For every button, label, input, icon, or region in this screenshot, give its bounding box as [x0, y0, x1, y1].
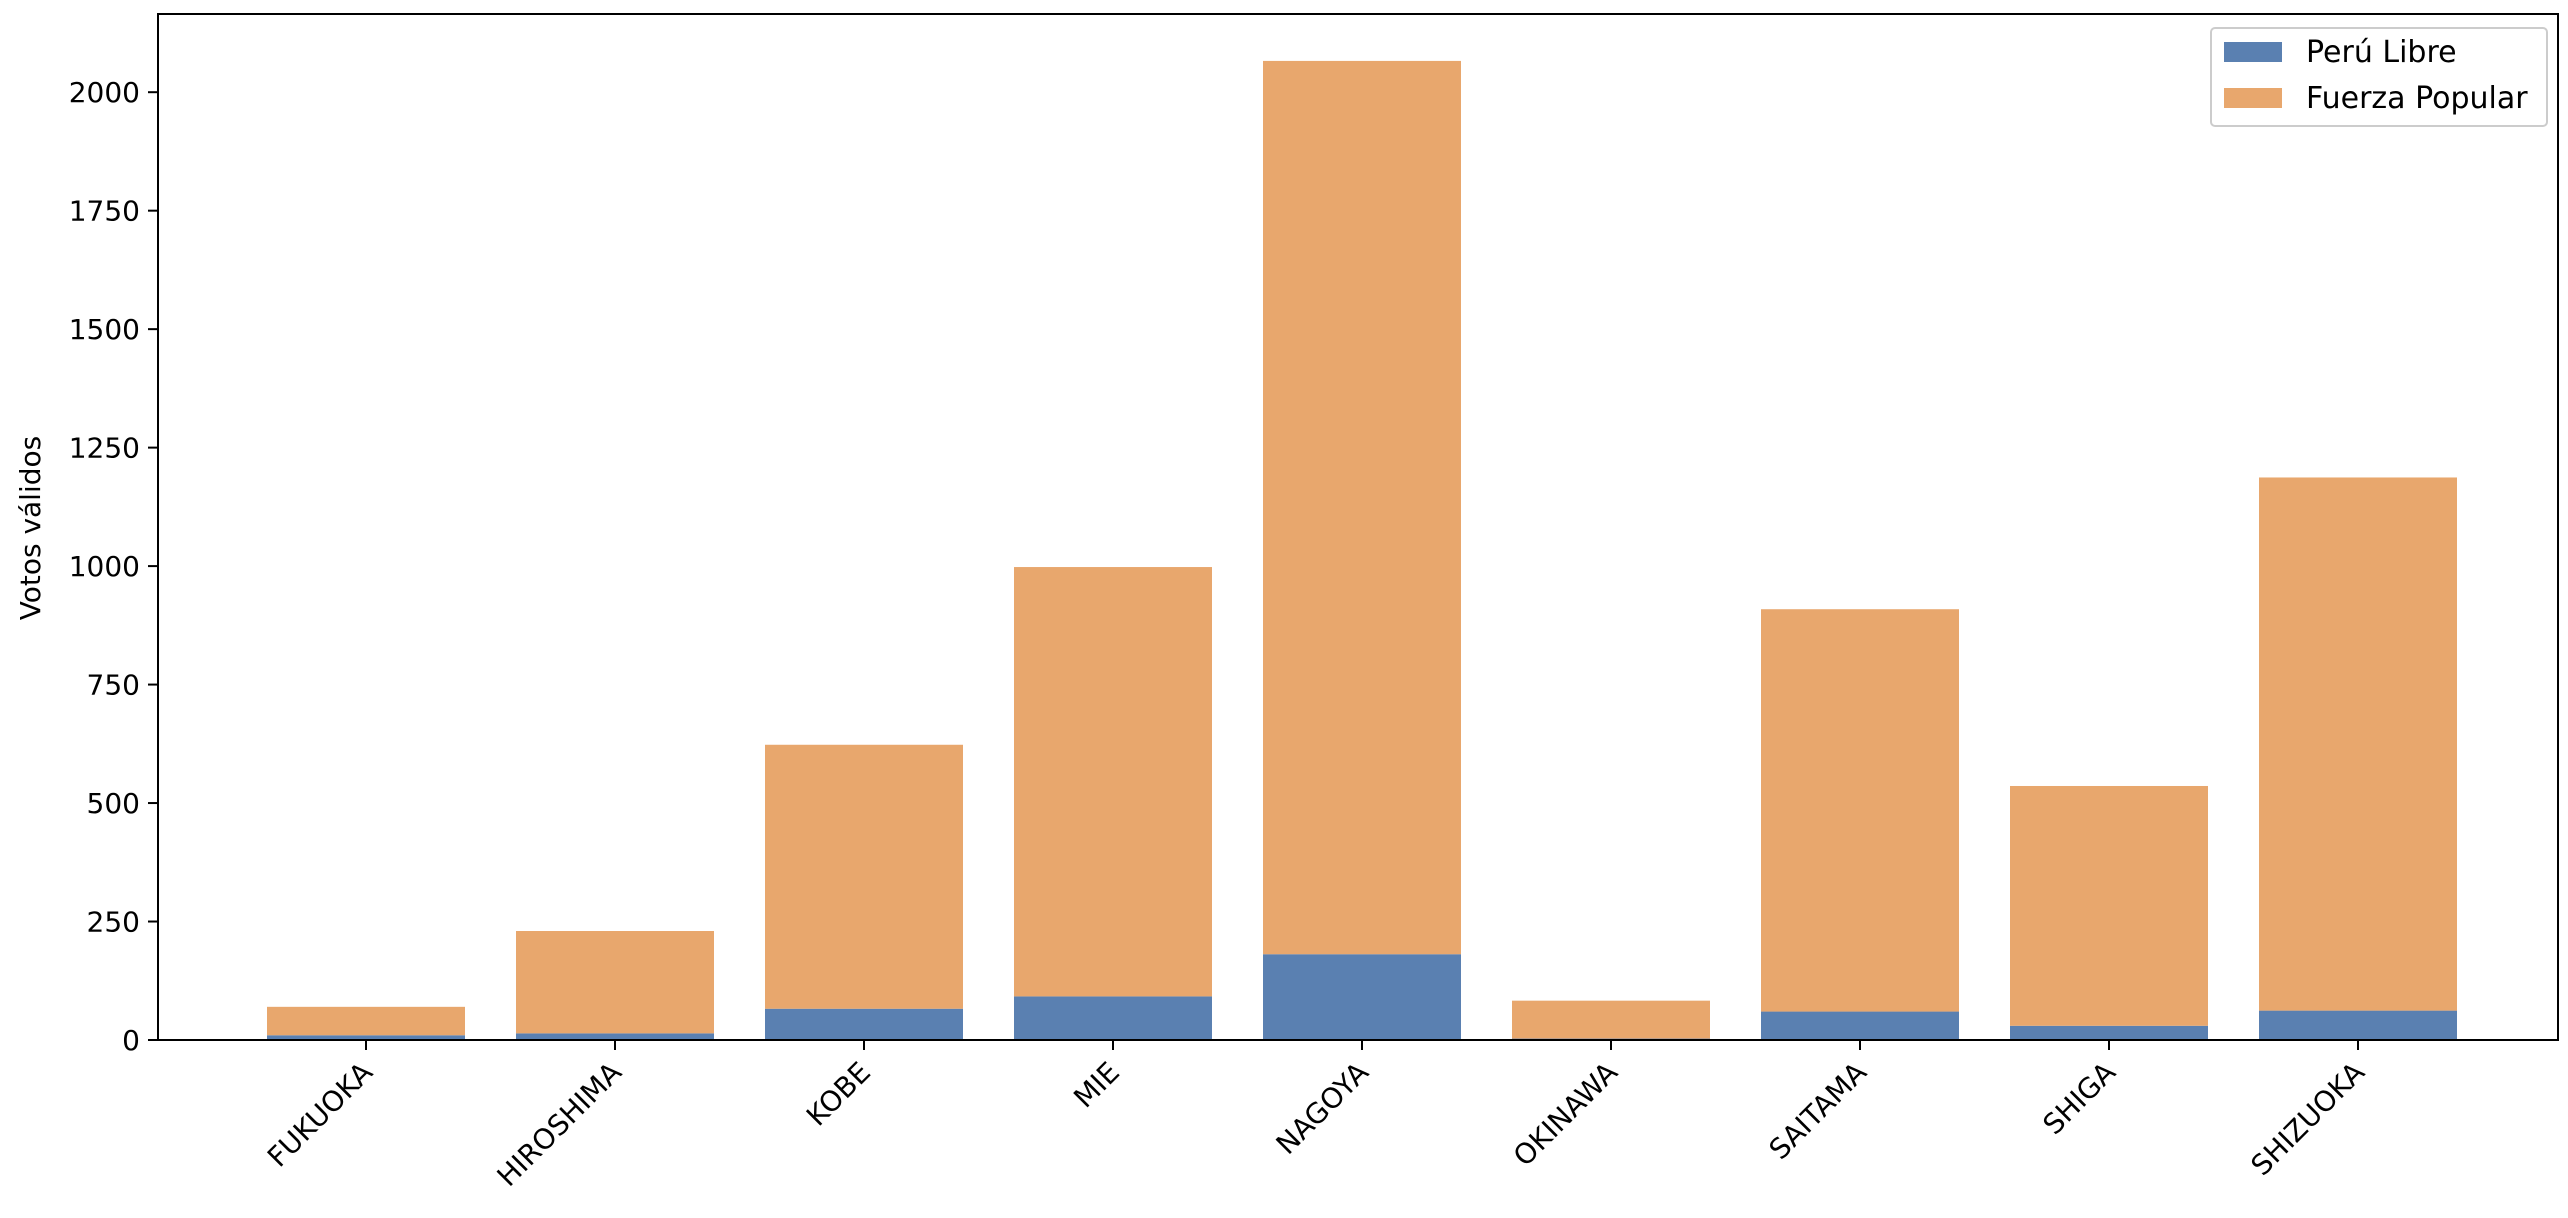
bar-series2-nagoya — [1263, 60, 1461, 955]
legend-swatch-2 — [2224, 88, 2282, 108]
bars-layer — [267, 60, 2457, 1040]
y-tick-label: 2000 — [69, 76, 140, 109]
x-tick-label-fukuoka: FUKUOKA — [261, 1056, 379, 1174]
y-tick-label: 500 — [87, 787, 140, 820]
bar-series1-mie — [1014, 996, 1212, 1040]
y-tick-label: 250 — [87, 906, 140, 939]
bar-series1-shizuoka — [2259, 1010, 2457, 1040]
bar-series1-shiga — [2010, 1025, 2208, 1040]
bar-series2-kobe — [765, 744, 963, 1009]
legend-box — [2210, 27, 2548, 127]
legend-swatch-1 — [2224, 42, 2282, 62]
bar-series1-fukuoka — [267, 1035, 465, 1040]
y-tick-label: 750 — [87, 669, 140, 702]
x-tick-label-nagoya: NAGOYA — [1270, 1056, 1375, 1161]
bar-series2-hiroshima — [516, 931, 714, 1034]
x-axis: FUKUOKA HIROSHIMA KOBE MIE NAGOYA OKINAWA SAIT… — [261, 1040, 2371, 1193]
bar-series2-shizuoka — [2259, 477, 2457, 1011]
x-tick-label-kobe: KOBE — [800, 1056, 877, 1133]
bar-series2-okinawa — [1512, 1000, 1710, 1039]
bar-series1-kobe — [765, 1008, 963, 1040]
x-tick-label-mie: MIE — [1067, 1056, 1126, 1115]
x-tick-label-hiroshima: HIROSHIMA — [491, 1056, 628, 1193]
bar-series2-saitama — [1761, 609, 1959, 1012]
y-axis: 0 250 500 750 1000 1250 1500 1750 2000 — [69, 76, 158, 1057]
legend-label-1: Perú Libre — [2306, 35, 2457, 70]
x-tick-label-saitama: SAITAMA — [1763, 1056, 1873, 1166]
x-tick-label-shiga: SHIGA — [2036, 1056, 2122, 1142]
legend-label-2: Fuerza Popular — [2306, 81, 2528, 116]
y-tick-label: 0 — [122, 1024, 140, 1057]
bar-series1-saitama — [1761, 1011, 1959, 1040]
y-tick-label: 1500 — [69, 313, 140, 346]
y-tick-label: 1750 — [69, 195, 140, 228]
bar-series2-fukuoka — [267, 1006, 465, 1036]
legend: Perú Libre Fuerza Popular — [2210, 27, 2548, 127]
plot-frame — [157, 13, 2559, 1041]
x-tick-label-shizuoka: SHIZUOKA — [2244, 1056, 2370, 1182]
bar-series2-shiga — [2010, 785, 2208, 1026]
bar-series2-mie — [1014, 567, 1212, 997]
y-axis-label: Votos válidos — [14, 436, 47, 621]
y-tick-label: 1250 — [69, 432, 140, 465]
y-tick-label: 1000 — [69, 550, 140, 583]
x-tick-label-okinawa: OKINAWA — [1507, 1056, 1624, 1173]
bar-series1-nagoya — [1263, 954, 1461, 1040]
bar-series1-hiroshima — [516, 1033, 714, 1040]
